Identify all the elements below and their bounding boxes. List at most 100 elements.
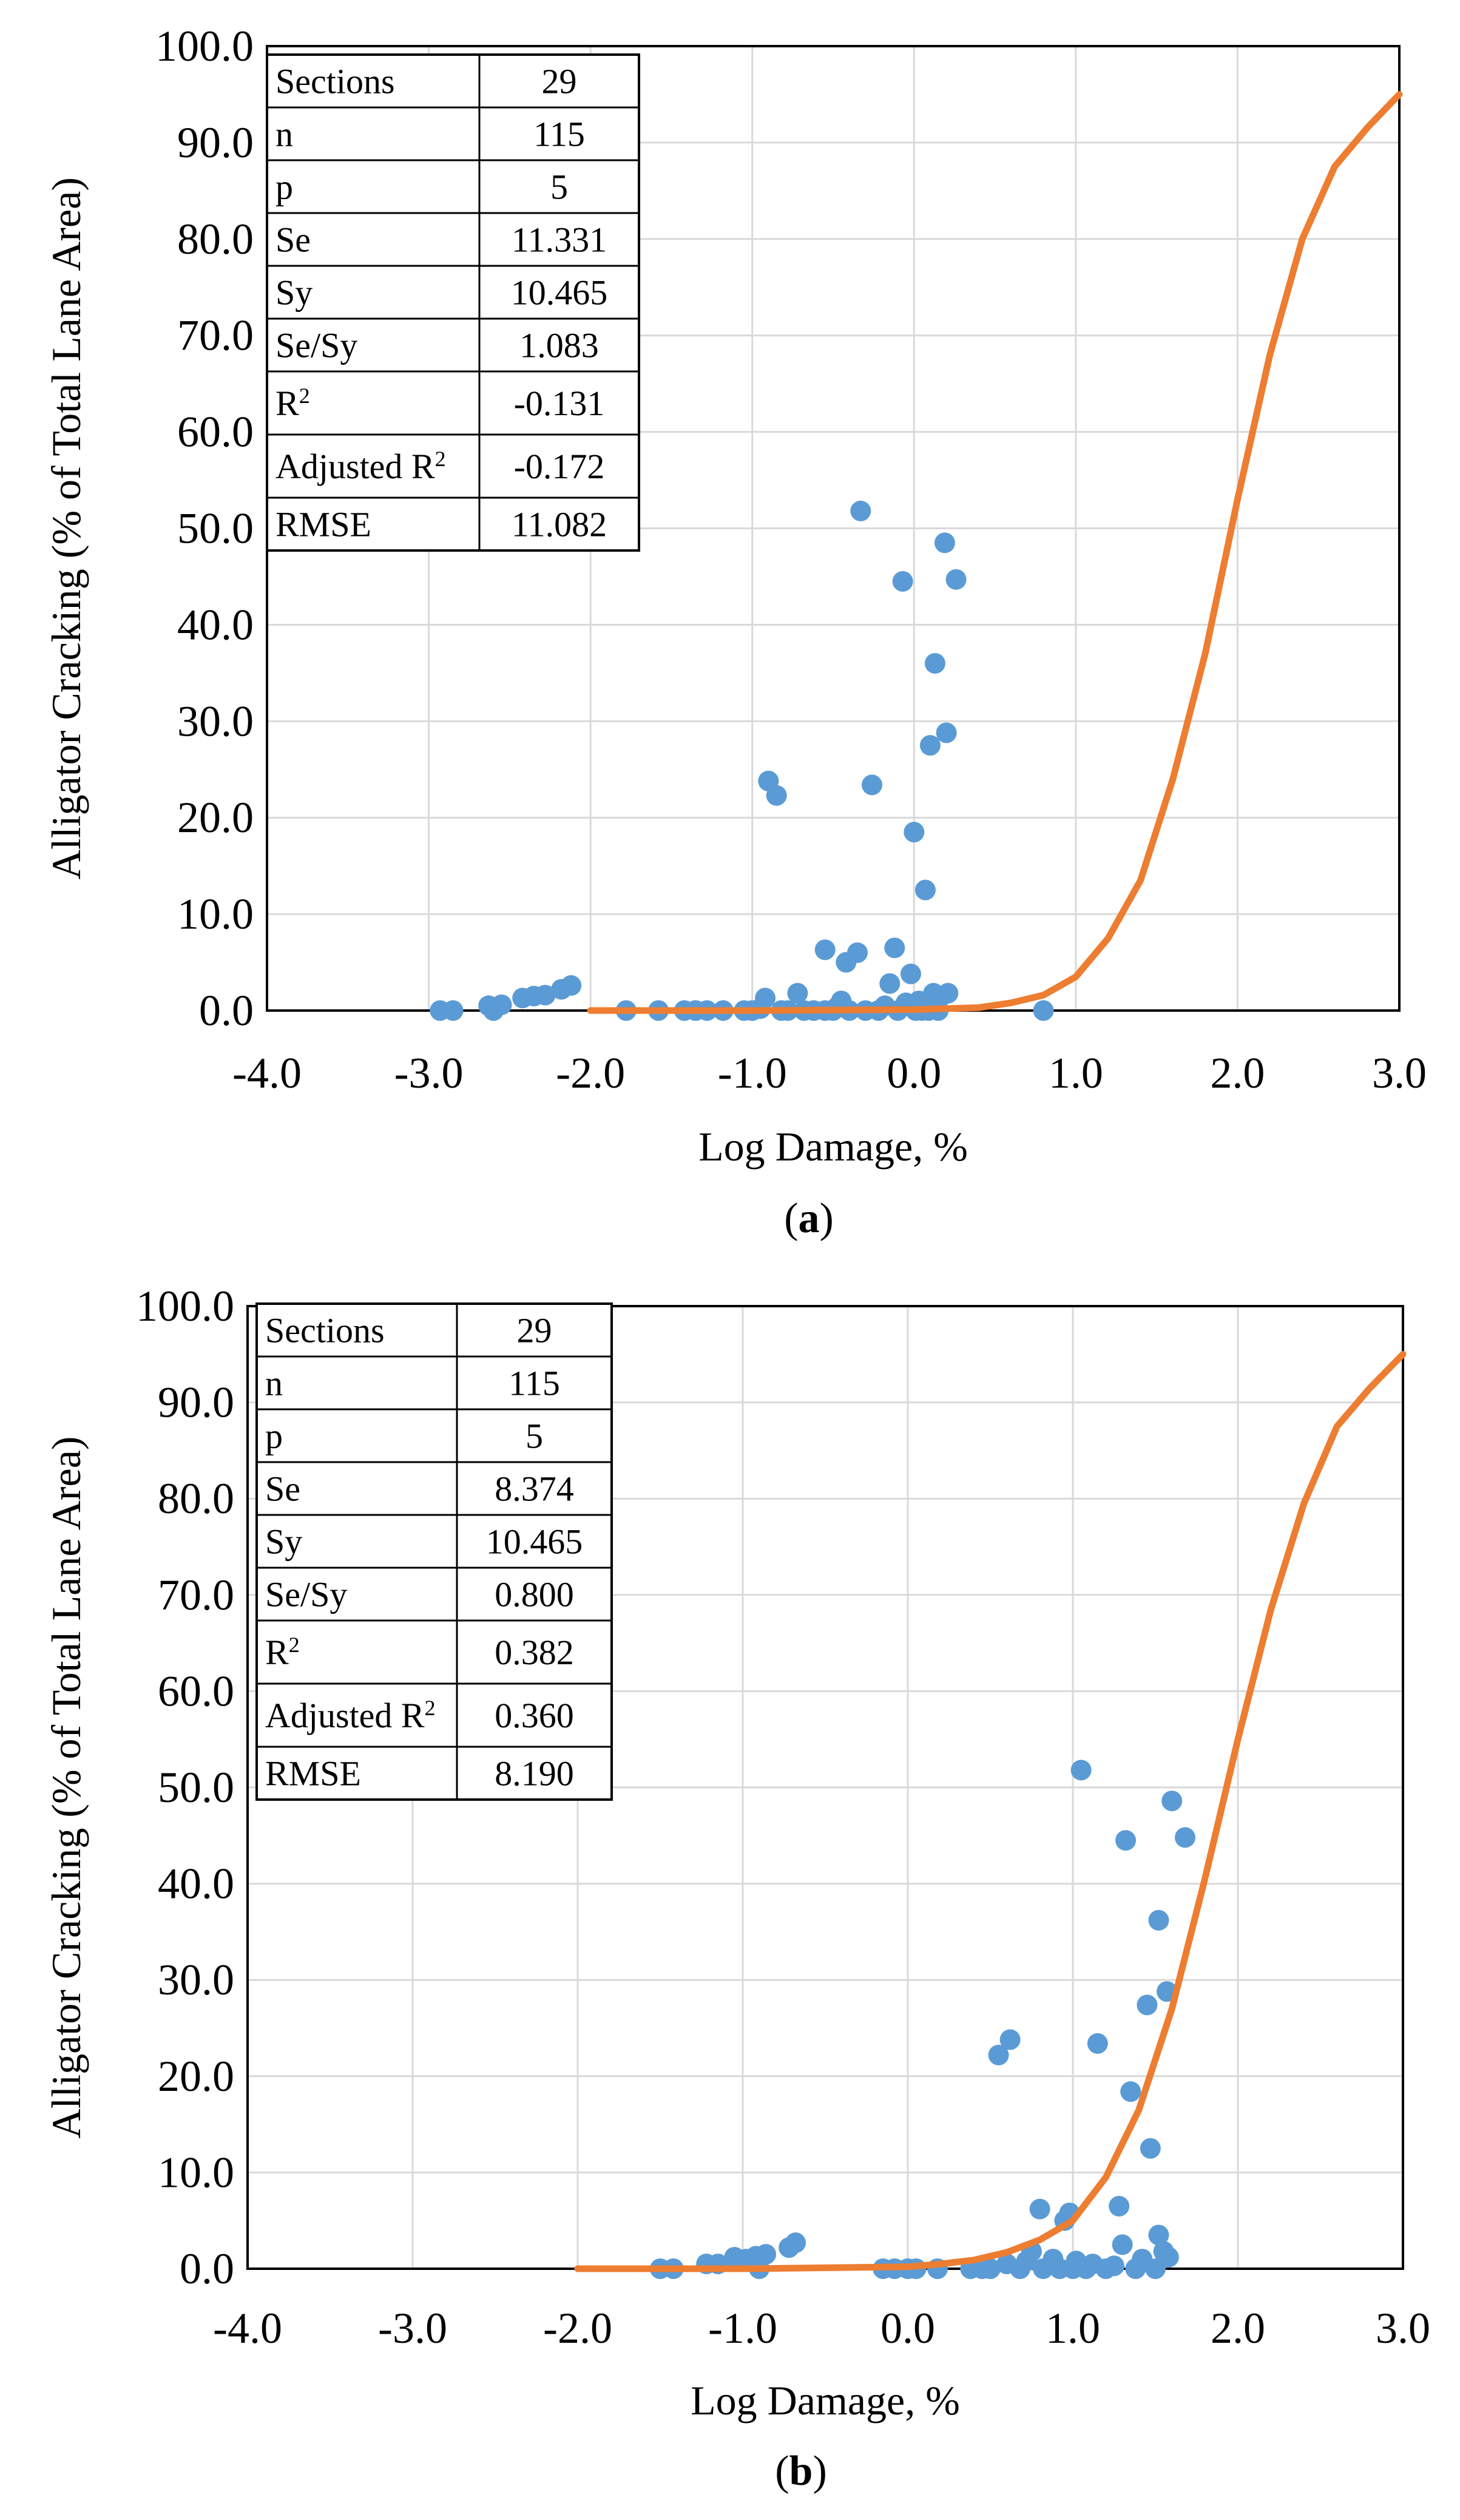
x-tick-label: -2.0 — [543, 2304, 612, 2352]
stats-value: 8.374 — [495, 1469, 574, 1509]
stats-value: 10.465 — [486, 1522, 583, 1562]
fitted-curve — [574, 1350, 1407, 2272]
data-point — [924, 652, 945, 674]
data-point — [945, 569, 967, 590]
data-point — [1029, 2198, 1050, 2220]
data-point — [936, 722, 957, 743]
stats-label: RMSE — [265, 1754, 361, 1793]
fitted-curve — [587, 91, 1403, 1014]
x-tick-label: -2.0 — [556, 1049, 625, 1097]
x-axis-title: Log Damage, % — [691, 2377, 960, 2423]
data-point — [1137, 1994, 1158, 2016]
stats-label: Se — [265, 1469, 300, 1509]
stats-value: 0.800 — [495, 1575, 574, 1614]
x-axis-title: Log Damage, % — [698, 1123, 968, 1170]
y-tick-label: 70.0 — [177, 311, 254, 360]
scatter-series — [430, 500, 1054, 1021]
data-point — [884, 937, 905, 958]
y-tick-label: 10.0 — [158, 2148, 234, 2197]
y-tick-label: 90.0 — [158, 1378, 234, 1427]
x-tick-label: -3.0 — [394, 1049, 464, 1097]
y-tick-label: 60.0 — [177, 408, 254, 456]
data-point — [938, 983, 959, 1004]
x-tick-label: -1.0 — [718, 1049, 787, 1097]
stats-value: 10.465 — [511, 273, 608, 313]
stats-label: Sy — [275, 273, 313, 313]
y-tick-label: 100.0 — [155, 22, 254, 70]
y-axis-title: Alligator Cracking (% of Total Lane Area… — [43, 177, 89, 879]
stats-label: p — [275, 168, 293, 207]
x-tick-label: 0.0 — [880, 2304, 935, 2352]
data-point — [814, 939, 836, 960]
data-point — [561, 975, 582, 996]
data-point — [1174, 1827, 1195, 1848]
data-point — [1161, 1790, 1183, 1812]
x-tick-label: 3.0 — [1372, 1049, 1427, 1097]
data-point — [980, 2258, 1001, 2279]
x-tick-label: -1.0 — [708, 2304, 777, 2352]
x-tick-label: 1.0 — [1046, 2304, 1100, 2352]
data-point — [999, 2029, 1021, 2050]
data-point — [755, 987, 776, 1009]
y-tick-label: 80.0 — [158, 1474, 234, 1523]
data-point — [442, 1000, 464, 1021]
x-tick-label: 1.0 — [1049, 1049, 1103, 1097]
y-tick-label: 20.0 — [158, 2052, 234, 2101]
data-point — [535, 984, 556, 1006]
y-tick-label: 80.0 — [177, 215, 254, 263]
y-tick-label: 30.0 — [158, 1956, 234, 2004]
data-point — [892, 571, 913, 592]
stats-value: -0.172 — [514, 447, 605, 486]
data-point — [1120, 2081, 1141, 2102]
stats-label: RMSE — [275, 505, 371, 544]
x-tick-label: 2.0 — [1211, 2304, 1265, 2352]
data-point — [766, 785, 787, 806]
stats-value: 0.360 — [495, 1696, 574, 1735]
data-point — [1112, 2234, 1133, 2255]
stats-label: Sections — [265, 1311, 385, 1350]
y-tick-label: 30.0 — [177, 697, 254, 745]
data-point — [1148, 1909, 1169, 1931]
y-tick-label: 40.0 — [177, 600, 254, 649]
data-point — [900, 963, 921, 984]
data-point — [1104, 2255, 1124, 2277]
y-tick-label: 50.0 — [177, 504, 254, 553]
figure-panel-b: 0.0 10.0 20.0 30.0 40.0 50.0 60.0 70.0 80.0 90.0 1… — [0, 1260, 1460, 2520]
chart-svg: 0.010.020.030.040.050.060.070.080.090.01… — [43, 22, 1427, 1242]
stats-label: Se — [275, 220, 311, 260]
stats-label: R2 — [275, 384, 310, 423]
x-tick-label: 2.0 — [1210, 1049, 1265, 1097]
data-point — [988, 2044, 1009, 2065]
x-tick-label: 3.0 — [1376, 2304, 1430, 2352]
data-point — [785, 2232, 806, 2254]
stats-label: p — [265, 1417, 283, 1456]
stats-label: Adjusted R2 — [265, 1696, 436, 1735]
stats-value: 29 — [542, 62, 577, 101]
data-point — [1158, 2246, 1179, 2268]
y-axis-title: Alligator Cracking (% of Total Lane Area… — [43, 1436, 89, 2138]
stats-value: 11.331 — [512, 220, 607, 260]
data-point — [1070, 1760, 1092, 1781]
x-tick-label: -4.0 — [213, 2304, 282, 2352]
data-point — [1148, 2224, 1169, 2246]
data-point — [879, 973, 901, 994]
y-tick-label: 10.0 — [177, 890, 254, 938]
y-tick-label: 0.0 — [199, 986, 254, 1035]
data-point — [904, 822, 925, 843]
x-tick-label: -4.0 — [232, 1049, 302, 1097]
data-point — [1140, 2138, 1161, 2159]
stats-value: 11.082 — [512, 505, 607, 544]
stats-label: Sections — [275, 62, 395, 101]
chart-svg: 0.010.020.030.040.050.060.070.080.090.01… — [43, 1282, 1430, 2495]
data-point — [1087, 2033, 1108, 2054]
data-point — [850, 500, 871, 521]
stats-table-frame — [255, 1302, 613, 1801]
y-tick-label: 70.0 — [158, 1571, 234, 1619]
stats-value: 5 — [526, 1417, 543, 1456]
data-point — [1115, 1830, 1137, 1851]
panel-label: (a) — [784, 1195, 834, 1242]
data-point — [861, 774, 882, 796]
y-tick-label: 20.0 — [177, 793, 254, 842]
data-point — [914, 879, 936, 901]
panel-label: (b) — [775, 2448, 827, 2495]
